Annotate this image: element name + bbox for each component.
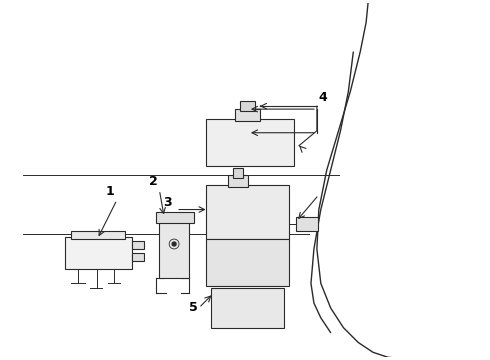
- Bar: [233, 168, 243, 178]
- Text: 1: 1: [105, 185, 114, 198]
- Bar: [296, 217, 318, 231]
- Text: 3: 3: [163, 195, 172, 208]
- Bar: [211, 288, 284, 328]
- Bar: [132, 241, 144, 249]
- Bar: [159, 215, 189, 278]
- Bar: [65, 237, 132, 269]
- Bar: [240, 101, 255, 111]
- Bar: [132, 253, 144, 261]
- Bar: [228, 175, 248, 187]
- Bar: [71, 231, 125, 239]
- Bar: [235, 109, 260, 121]
- Bar: [206, 119, 294, 166]
- Bar: [156, 212, 194, 223]
- Text: 2: 2: [149, 175, 158, 188]
- Circle shape: [172, 242, 176, 246]
- Bar: [206, 239, 289, 286]
- Text: 5: 5: [189, 301, 197, 314]
- Text: 4: 4: [319, 91, 328, 104]
- Bar: [206, 185, 289, 239]
